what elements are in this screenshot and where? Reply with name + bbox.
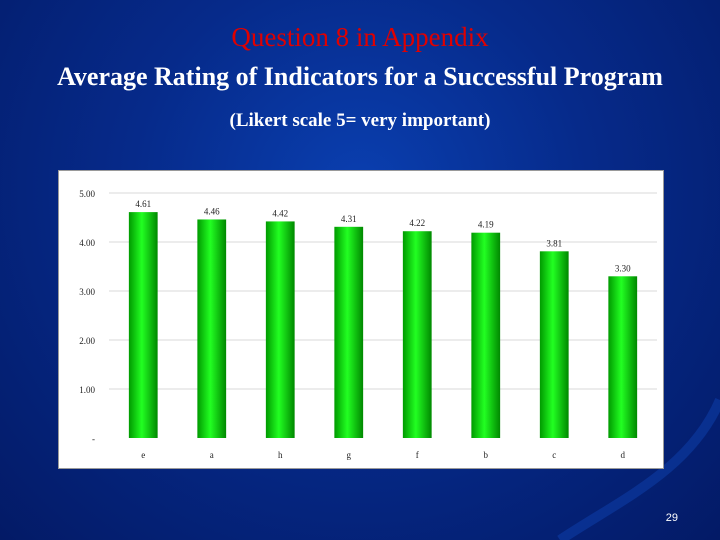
x-tick-label: f	[416, 450, 419, 460]
x-tick-label: c	[552, 450, 556, 460]
x-tick-label: h	[278, 450, 283, 460]
bar	[265, 221, 295, 438]
data-label: 4.42	[272, 208, 288, 218]
x-tick-label: g	[347, 450, 352, 460]
bar	[471, 232, 501, 438]
y-tick-label: 5.00	[79, 189, 95, 199]
x-tick-label: d	[621, 450, 626, 460]
bar	[197, 219, 227, 438]
x-tick-label: b	[484, 450, 489, 460]
bar	[128, 212, 158, 438]
x-tick-label: a	[210, 450, 214, 460]
data-label: 4.46	[204, 206, 220, 216]
bar	[402, 231, 432, 438]
bar	[334, 226, 364, 438]
data-label: 4.22	[409, 218, 425, 228]
slide-title: Question 8 in Appendix	[231, 22, 489, 52]
data-label: 3.30	[615, 263, 631, 273]
y-tick-label: 4.00	[79, 238, 95, 248]
bar	[539, 251, 569, 438]
y-tick-label: 2.00	[79, 336, 95, 346]
slide-subtitle: Average Rating of Indicators for a Succe…	[57, 62, 663, 91]
x-tick-label: e	[141, 450, 145, 460]
data-label: 3.81	[546, 238, 562, 248]
y-tick-label: 3.00	[79, 287, 95, 297]
data-label: 4.19	[478, 220, 494, 230]
bar-chart-svg: - 1.00 2.00 3.00 4.00 5.00 4.61 e 4.46 a 4.42 h 4.31…	[79, 189, 657, 460]
page-number: 29	[665, 512, 678, 524]
y-tick-label: -	[92, 434, 95, 444]
bar	[608, 276, 638, 438]
bar-chart: - 1.00 2.00 3.00 4.00 5.00 4.61 e 4.46 a 4.42 h 4.31…	[58, 170, 664, 469]
y-tick-label: 1.00	[79, 385, 95, 395]
data-label: 4.31	[341, 214, 357, 224]
data-label: 4.61	[135, 199, 151, 209]
scale-note: (Likert scale 5= very important)	[229, 110, 491, 131]
